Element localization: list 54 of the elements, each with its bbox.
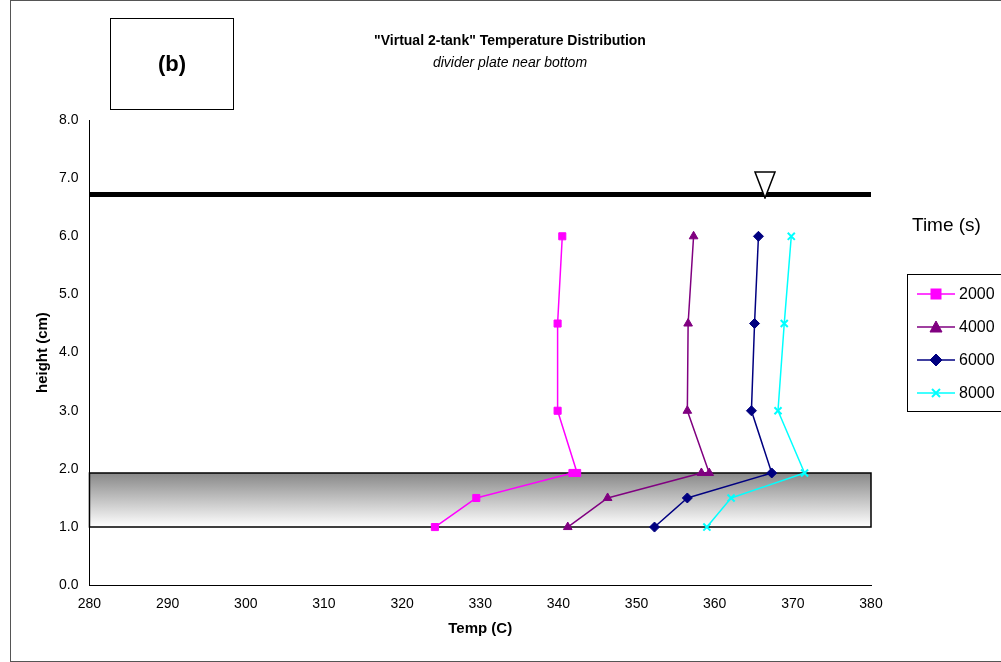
point [752, 230, 764, 242]
x-tick-label: 380 [859, 595, 883, 612]
point [779, 318, 789, 329]
x-tick-label: 320 [390, 595, 414, 612]
point [681, 492, 693, 504]
y-tick-label: 5.0 [58, 285, 79, 302]
point [553, 406, 562, 415]
point [702, 522, 712, 532]
chart-subtitle: divider plate near bottom [431, 54, 589, 70]
point [688, 230, 699, 240]
y-tick-label: 2.0 [58, 459, 79, 476]
chart-title: "Virtual 2-tank" Temperature Distribution [373, 32, 647, 48]
point [472, 493, 481, 503]
point [683, 318, 693, 327]
y-tick-label: 3.0 [58, 401, 79, 418]
legend-label: 2000 [959, 284, 995, 303]
y-axis-title: height (cm) [33, 312, 51, 394]
legend-label: 4000 [959, 317, 995, 336]
point [766, 467, 778, 479]
legend-label: 6000 [959, 350, 995, 369]
x-tick-label: 330 [468, 595, 493, 612]
x-tick-label: 290 [155, 595, 180, 612]
y-tick-label: 4.0 [58, 343, 79, 360]
point [562, 521, 573, 531]
x-tick-label: 350 [624, 595, 649, 612]
point [704, 467, 715, 476]
x-tick-label: 340 [546, 595, 571, 612]
point [749, 318, 761, 330]
text: (b) [110, 18, 234, 110]
x-tick-label: 280 [77, 595, 102, 612]
y-tick-label: 6.0 [58, 227, 79, 244]
y-tick-label: 7.0 [58, 169, 79, 186]
point [786, 231, 796, 241]
legend-title: Time (s) [912, 214, 981, 236]
point [558, 232, 567, 241]
point [800, 468, 810, 478]
point [649, 521, 661, 533]
point [573, 468, 582, 478]
legend-label: 8000 [959, 383, 995, 402]
y-tick-label: 8.0 [58, 110, 79, 127]
x-tick-label: 370 [781, 595, 805, 612]
x-tick-label: 310 [312, 595, 336, 612]
point [430, 523, 439, 532]
x-tick-label: 360 [703, 595, 727, 612]
y-tick-label: 1.0 [58, 517, 79, 534]
x-axis-title: Temp (C) [448, 619, 513, 637]
y-tick-label: 0.0 [58, 576, 79, 593]
point [773, 406, 783, 416]
point [553, 319, 562, 328]
x-tick-label: 300 [234, 595, 258, 612]
point [682, 405, 693, 414]
point [726, 493, 736, 503]
point [602, 492, 613, 501]
point [745, 405, 757, 417]
